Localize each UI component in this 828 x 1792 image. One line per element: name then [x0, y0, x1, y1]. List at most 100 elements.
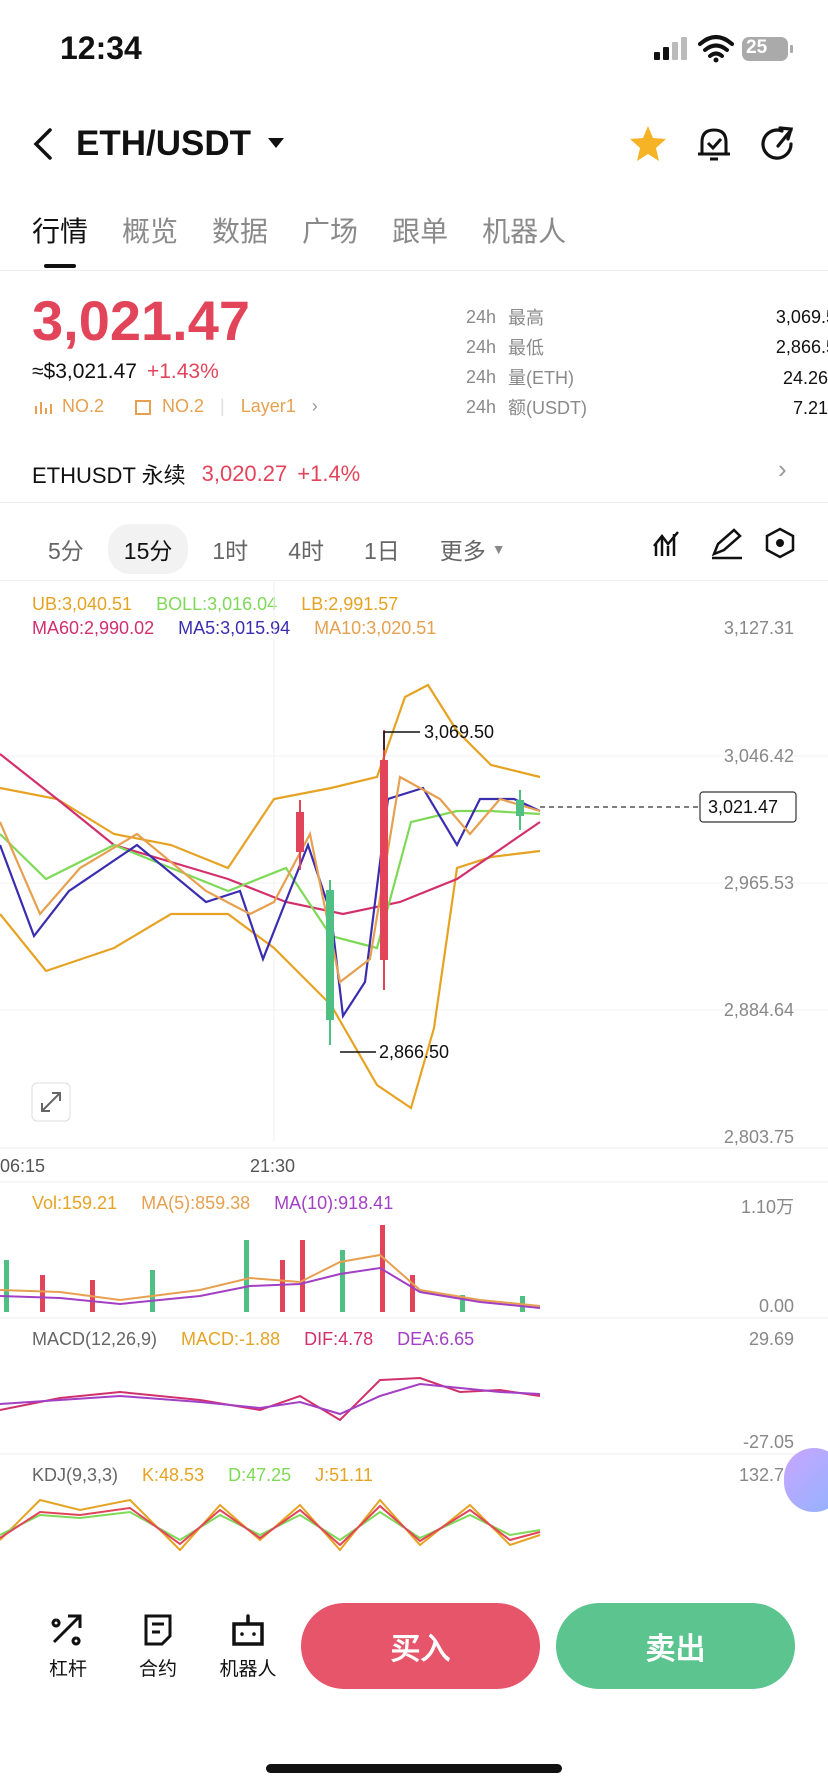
tag[interactable]: Layer1 [240, 396, 296, 416]
stats: 24h 最高 3,069.50 24h 最低 2,866.50 24h 量(ETH) 24.… [466, 302, 828, 422]
back-button[interactable] [30, 126, 60, 162]
indicator: LB:2,991.57 [301, 594, 399, 614]
stat-name: 最低 [508, 338, 545, 358]
x-label: 21:30 [250, 1156, 296, 1176]
y-label: 0.00 [758, 1296, 794, 1316]
y-label: 3,127.31 [723, 618, 794, 638]
rank-icon [35, 401, 52, 414]
clock: 12:34 [60, 30, 142, 66]
tab-indicator [44, 264, 76, 268]
indicator: BOLL:3,016.04 [156, 594, 278, 614]
tool-icons [51, 1614, 264, 1646]
stat-value: 3,069.50 [775, 306, 828, 327]
low-label: 2,866.50 [379, 1042, 450, 1062]
usd-row: ≈$3,021.47 +1.43% [32, 360, 219, 384]
tag-row: NO.2 NO.2 | Layer1 › [34, 396, 318, 417]
candles [296, 730, 524, 1045]
timeframe[interactable]: 更多 [439, 538, 486, 564]
share[interactable] [758, 124, 798, 164]
timeframe[interactable]: 4时 [288, 538, 324, 564]
grid [0, 582, 828, 1142]
y-label: -27.05 [742, 1432, 794, 1452]
sell-button[interactable]: 卖出 [556, 1603, 795, 1689]
high-label: 3,069.50 [424, 722, 495, 742]
pane-dividers [0, 1147, 828, 1455]
separator: | [220, 396, 225, 416]
stat-period: 24h [466, 366, 497, 387]
stat-period: 24h [466, 306, 497, 327]
x-label: 06:15 [0, 1156, 46, 1176]
rank-icon [135, 399, 152, 415]
divider [0, 502, 828, 503]
usd-price: ≈$3,021.47 [32, 360, 137, 383]
macd-lines [0, 1376, 541, 1422]
stat-value: 7.21亿 [792, 398, 828, 418]
stat-row: 24h 量(ETH) 24.26万 [466, 362, 828, 392]
tab[interactable]: 跟单 [392, 216, 449, 247]
stat-period: 24h [466, 336, 497, 357]
y-label: 2,884.64 [723, 1000, 794, 1020]
pair-dropdown[interactable] [266, 136, 286, 150]
indicator-lines [0, 683, 541, 1110]
expand-button[interactable] [31, 1082, 71, 1122]
favorite[interactable] [628, 124, 668, 164]
timeframe[interactable]: 5分 [48, 538, 84, 564]
indicator: MA(10):918.41 [274, 1193, 394, 1213]
pair-title[interactable]: ETH/USDT [76, 124, 251, 163]
indicator: Vol:159.21 [32, 1193, 118, 1213]
indicator: KDJ(9,3,3) [32, 1465, 119, 1485]
chevron: › [311, 396, 318, 416]
tab[interactable]: 机器人 [482, 216, 567, 247]
tool[interactable]: 机器人 [219, 1659, 277, 1680]
tag[interactable]: NO.2 [62, 396, 105, 416]
tool[interactable]: 杠杆 [48, 1659, 87, 1680]
status-icons [654, 35, 793, 63]
volume-row: Vol:159.21 MA(5):859.38 MA(10):918.41 [32, 1193, 417, 1214]
stat-row: 24h 最低 2,866.50 [466, 332, 828, 362]
tab[interactable]: 行情 [32, 216, 89, 247]
timeframe[interactable]: 1日 [363, 538, 400, 564]
tool[interactable]: 合约 [138, 1659, 177, 1680]
timeframe[interactable]: 15分 [107, 524, 189, 574]
macd-row: MACD(12,26,9) MACD:-1.88 DIF:4.78 DEA:6.… [32, 1329, 498, 1350]
floating-assistant[interactable] [784, 1448, 828, 1512]
stat-row: 24h 额(USDT) 7.21亿 [466, 392, 828, 422]
y-label: 2,965.53 [723, 873, 794, 893]
divider [0, 580, 828, 581]
stat-name: 量(ETH) [508, 368, 575, 388]
indicator: DEA:6.65 [397, 1329, 475, 1349]
dropdown-arrow: ▼ [491, 541, 506, 557]
indicator: MA(5):859.38 [141, 1193, 251, 1213]
tab[interactable]: 概览 [122, 216, 179, 247]
stat-period: 24h [466, 396, 497, 417]
timeframe[interactable]: 1时 [212, 538, 249, 564]
perp-change: +1.4% [297, 461, 361, 486]
indicator: MACD:-1.88 [181, 1329, 281, 1349]
tag[interactable]: NO.2 [162, 396, 205, 416]
indicator: MACD(12,26,9) [32, 1329, 158, 1349]
chart-tools[interactable] [652, 526, 802, 560]
timeframe-bar: 5分 15分 1时 4时 1日 更多 ▼ [48, 524, 506, 574]
buy-button[interactable]: 买入 [301, 1603, 540, 1689]
tool-labels: 杠杆 合约 机器人 [23, 1654, 293, 1681]
kdj-lines [0, 1498, 541, 1552]
stat-value: 24.26万 [782, 368, 828, 388]
stat-row: 24h 最高 3,069.50 [466, 302, 828, 332]
home-indicator [266, 1764, 562, 1773]
perpetual-row[interactable]: ETHUSDT 永续 3,020.27 +1.4% [32, 458, 360, 490]
volume-bars [0, 1225, 541, 1312]
indicator: D:47.25 [228, 1465, 292, 1485]
y-label: 132.75 [738, 1465, 794, 1485]
tab[interactable]: 数据 [212, 216, 269, 247]
alert[interactable] [694, 124, 734, 164]
kline-chart [0, 582, 828, 1552]
current-price-label: 3,021.47 [708, 797, 779, 817]
last-price: 3,021.47 [32, 289, 250, 352]
battery: 25 [746, 37, 768, 58]
stat-value: 2,866.50 [775, 336, 828, 357]
stat-name: 最高 [508, 308, 545, 328]
tab[interactable]: 广场 [302, 216, 359, 247]
chevron: › [778, 454, 787, 484]
y-label: 2,803.75 [723, 1127, 794, 1147]
